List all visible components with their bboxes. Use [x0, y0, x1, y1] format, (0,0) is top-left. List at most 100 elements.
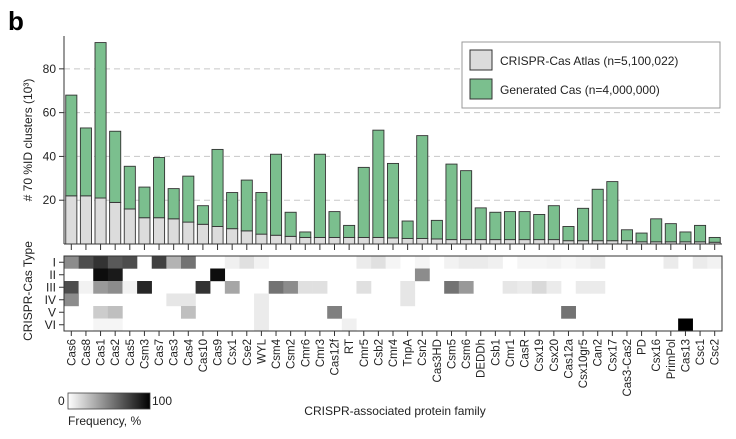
legend-frame: [461, 41, 721, 109]
bar-atlas-Cas10: [196, 223, 209, 245]
heatmap-cell-IV-WYL: [254, 293, 269, 307]
bar-atlas-Cas12f: [328, 236, 341, 245]
bar-generated-Csm2: [284, 211, 297, 237]
heatmap-cell-I-Cas8: [78, 256, 94, 269]
heatmap-cell-I-DEDDh: [473, 256, 489, 269]
heatmap-cell-I-Cas7: [151, 256, 167, 269]
bar-generated-WYL: [255, 192, 268, 235]
category-label-Csb1: Csb1: [490, 339, 502, 366]
bar-atlas-Csn2: [416, 238, 429, 245]
heatmap-cell-III-Csm6: [458, 281, 474, 294]
category-label-Cmr1: Cmr1: [505, 339, 517, 367]
bar-atlas-TnpA: [401, 238, 414, 245]
category-label-Can2: Can2: [593, 339, 605, 367]
bar-generated-Cas8: [79, 127, 92, 197]
heatmap-cell-I-Csb1: [488, 256, 503, 269]
bar-generated-Cas2: [109, 130, 122, 203]
category-labels: Cas6 Cas8 Cas1 Cas2 Cas5 Csm3 Cas7 Cas3 Cas4 Cas1…: [66, 338, 721, 396]
category-label-Cas8: Cas8: [81, 339, 93, 366]
category-label-DEDDh: DEDDh: [476, 339, 488, 378]
legend-swatch-atlas: [469, 49, 493, 71]
bar-atlas-Cas2: [109, 201, 122, 245]
y-tick-label: 20: [43, 193, 57, 207]
bar-generated-Csm3: [138, 186, 151, 219]
heatmap-cell-V-Cas2: [107, 306, 123, 319]
legend-swatch-generated: [469, 78, 493, 100]
heatmap-cell-II-Cas2: [107, 268, 123, 282]
bar-atlas-Csm6: [460, 239, 473, 245]
bar-atlas-Csm2: [284, 235, 297, 245]
bar-generated-Csm4: [270, 153, 283, 236]
category-label-Csc2: Csc2: [710, 339, 722, 365]
bar-generated-Cas13: [679, 231, 692, 243]
heatmap-row-label: IV: [45, 293, 56, 307]
bar-generated-Csm5: [445, 163, 458, 241]
bar-generated-CasR: [518, 211, 531, 241]
category-label-Cas13: Cas13: [680, 339, 692, 372]
bar-atlas-Csx20: [547, 239, 560, 245]
bar-generated-Csc1: [694, 224, 707, 243]
heatmap-cell-I-CasR: [517, 256, 533, 269]
category-label-Csn2: Csn2: [417, 339, 429, 366]
heatmap-cell-VI-WYL: [254, 318, 269, 332]
bar-generated-Csc2: [708, 236, 721, 243]
bar-generated-Cmr6: [299, 231, 312, 238]
category-label-Csm5: Csm5: [446, 339, 458, 369]
heatmap-row-label: V: [48, 305, 56, 319]
category-label-Cas10: Cas10: [198, 339, 210, 372]
category-label-Cas1: Cas1: [96, 339, 108, 366]
category-label-TnpA: TnpA: [403, 339, 415, 367]
bar-atlas-Csm3: [138, 217, 151, 245]
bar-atlas-Csm4: [270, 234, 283, 245]
category-label-RT: RT: [344, 339, 356, 354]
heatmap-cell-I-Cas2: [107, 256, 123, 269]
category-label-Cas12a: Cas12a: [563, 338, 575, 378]
heatmap-cell-I-Csc1: [692, 256, 708, 269]
bar-generated-Csx16: [650, 218, 663, 243]
heatmap-cell-IV-Cas3: [166, 293, 182, 307]
heatmap-cell-V-Cas4: [180, 306, 196, 319]
bar-atlas-Cas1: [94, 197, 107, 245]
y-tick-label: 60: [43, 106, 57, 120]
category-label-Cmr3: Cmr3: [315, 339, 327, 367]
heatmap-cell-III-Csx20: [546, 281, 562, 294]
bar-generated-Cas1: [94, 42, 107, 199]
bar-atlas-WYL: [255, 233, 268, 245]
bar-generated-Csx10gr5: [577, 207, 590, 242]
heatmap-cell-III-Csm4: [268, 281, 284, 294]
heatmap-cell-I-Cas4: [180, 256, 196, 269]
category-label-Csm4: Csm4: [271, 338, 283, 369]
bar-atlas-Cas5: [123, 208, 136, 245]
heatmap-cell-III-Csm2: [283, 281, 299, 294]
heatmap-cell-I-Csb2: [371, 256, 386, 269]
category-label-Csb2: Csb2: [373, 339, 385, 366]
bar-generated-Cmr3: [313, 153, 326, 238]
bar-generated-Csx17: [606, 181, 619, 242]
bar-generated-Csb2: [372, 129, 385, 238]
bar-generated-Cas12f: [328, 211, 341, 238]
heatmap-cell-IV-Cas6: [64, 293, 79, 307]
x-axis-title: CRISPR-associated protein family: [304, 404, 485, 418]
heatmap-cell-I-Cas12a: [561, 256, 576, 269]
category-label-WYL: WYL: [256, 338, 268, 364]
category-label-Csm2: Csm2: [286, 339, 298, 369]
heatmap-cell-III-TnpA: [400, 281, 416, 294]
bar-generated-DEDDh: [474, 207, 487, 241]
bar-generated-Cas10: [196, 205, 209, 225]
bar-generated-Csx20: [547, 205, 560, 241]
bar-chart: 20 40 60 80: [43, 36, 722, 250]
bar-generated-Csn2: [416, 135, 429, 239]
category-label-Csx19: Csx19: [534, 339, 546, 372]
bar-atlas-Cas7: [153, 217, 166, 245]
heatmap-cell-I-Cmr5: [356, 256, 372, 269]
heatmap-cell-III-Cas8: [78, 281, 94, 294]
bar-atlas-Cmr5: [357, 236, 370, 245]
bar-atlas-Csm5: [445, 239, 458, 245]
bar-generated-Csm6: [460, 170, 473, 241]
category-label-CasR: CasR: [520, 339, 532, 368]
category-label-Cas4: Cas4: [183, 338, 195, 365]
heatmap-cell-I-Csm6: [458, 256, 474, 269]
bar-generated-Cmr1: [503, 211, 516, 241]
category-label-Cas6: Cas6: [66, 339, 78, 366]
